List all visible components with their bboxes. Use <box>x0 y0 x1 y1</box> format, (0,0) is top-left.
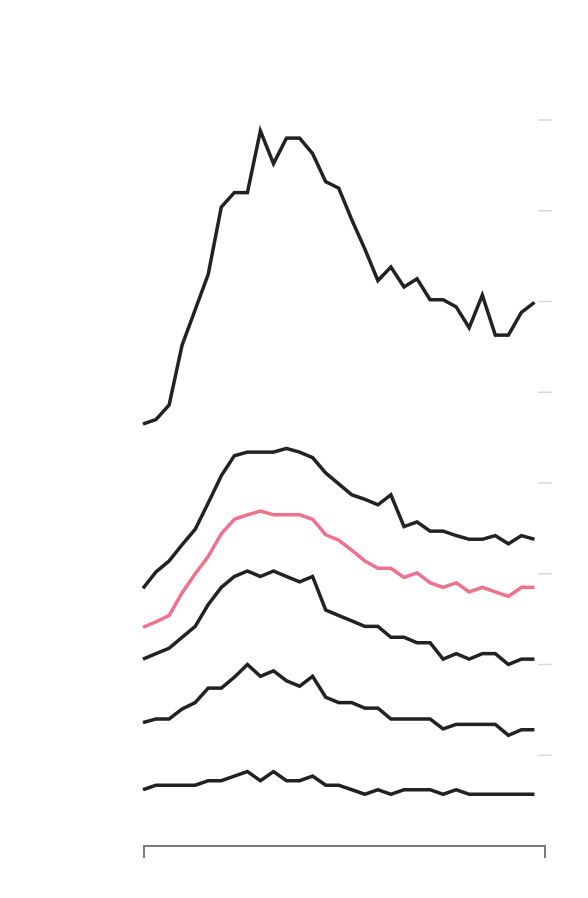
series-line-1 <box>142 124 536 426</box>
series-line-4 <box>142 569 535 667</box>
series-line-3 <box>142 509 535 629</box>
y-tick-marks <box>538 119 552 756</box>
series-lines <box>141 124 536 797</box>
series-line-6 <box>142 769 535 797</box>
series-line-2 <box>141 446 535 590</box>
x-axis <box>143 845 546 858</box>
series-line-5 <box>142 662 535 738</box>
